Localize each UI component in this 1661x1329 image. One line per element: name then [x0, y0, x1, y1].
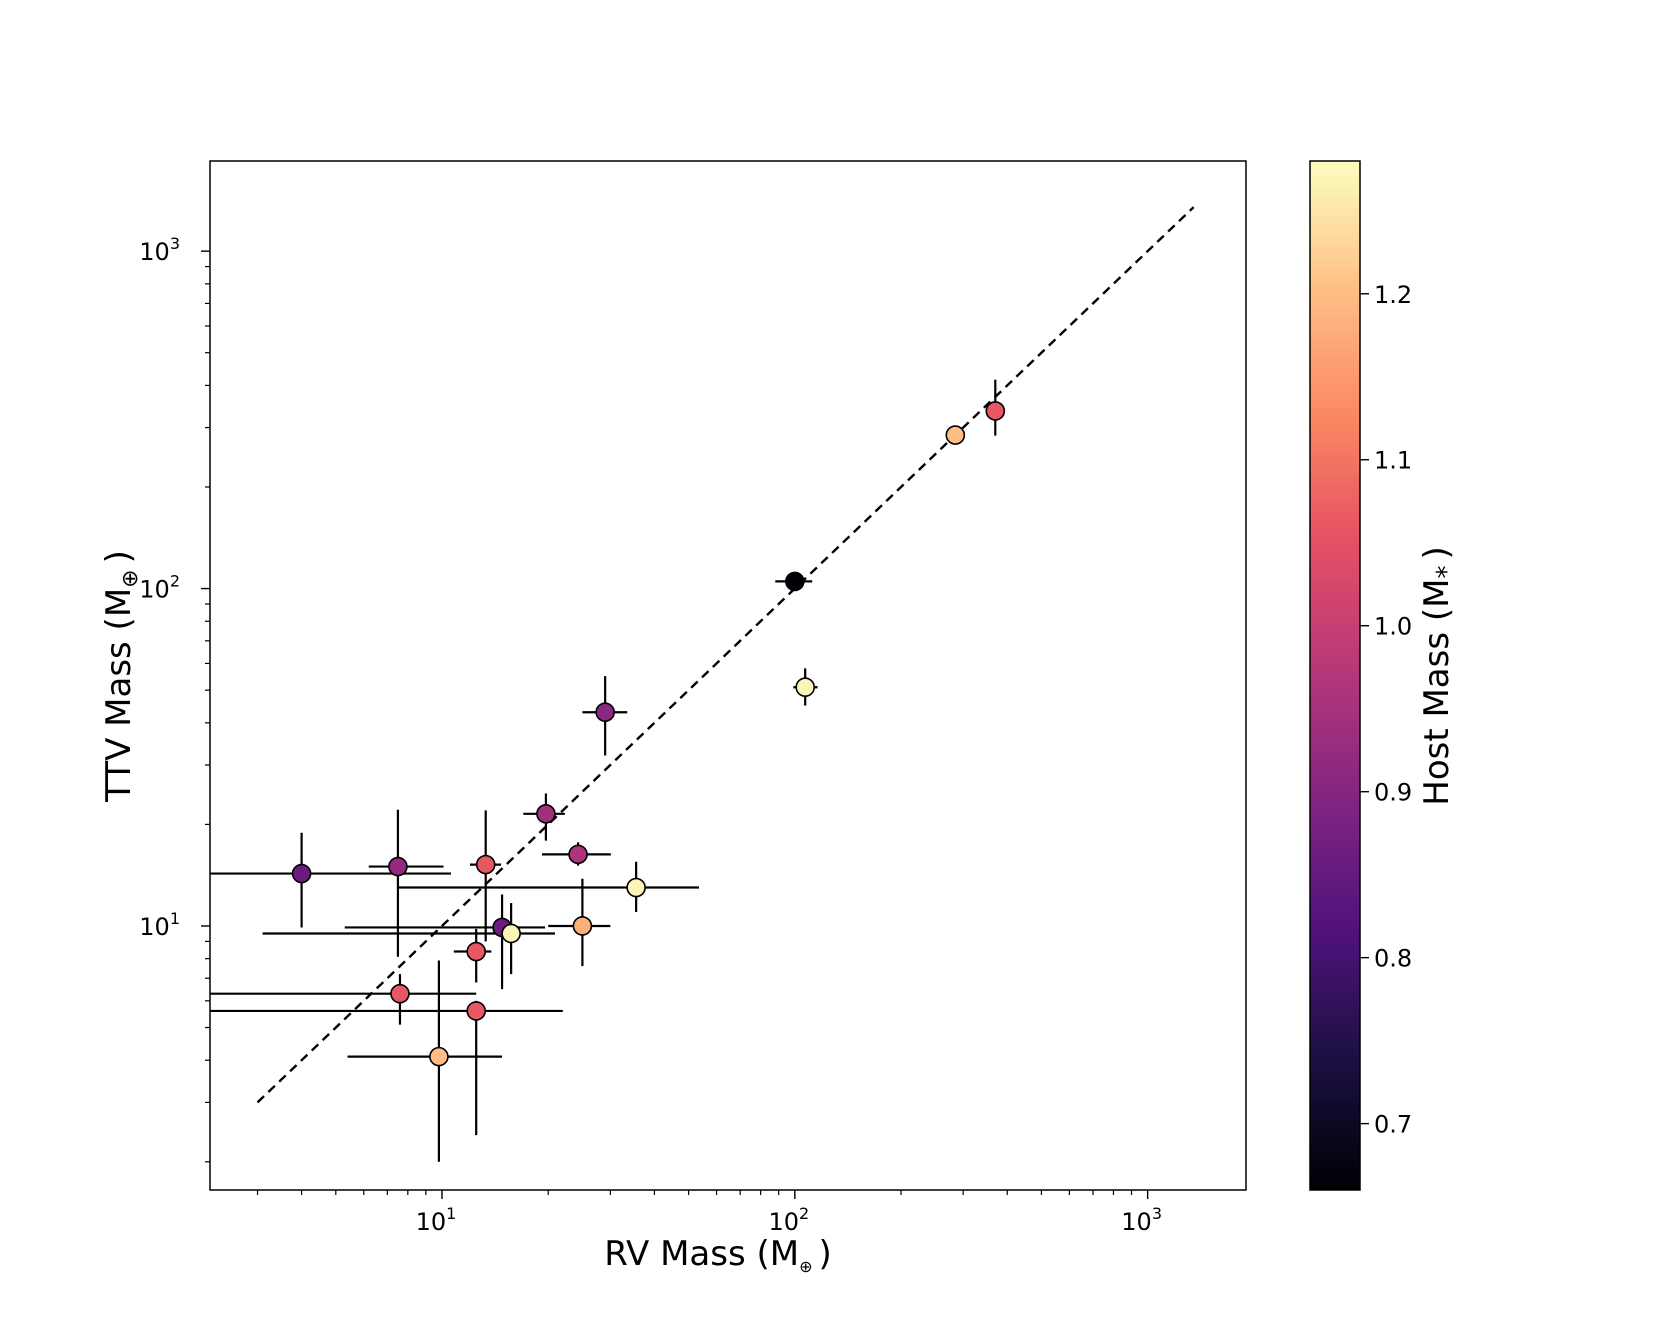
data-point — [945, 425, 966, 445]
data-point — [466, 1001, 486, 1021]
y-tick-label: 102 — [139, 572, 180, 604]
y-axis-label: TTV Mass (M⊕) — [99, 550, 143, 803]
data-point — [785, 571, 805, 592]
data-point — [572, 916, 593, 936]
colorbar-tick-label: 0.7 — [1374, 1111, 1412, 1139]
y-tick-label: 101 — [139, 909, 180, 941]
data-point — [795, 677, 815, 698]
data-point — [388, 856, 408, 877]
colorbar-tick-label: 1.0 — [1374, 613, 1412, 641]
colorbar-tick-label: 1.2 — [1374, 281, 1412, 309]
data-point — [390, 983, 410, 1004]
x-tick-label: 103 — [1121, 1204, 1162, 1236]
x-axis-label: RV Mass (M⊕) — [604, 1234, 832, 1276]
colorbar — [1309, 160, 1361, 1191]
x-axis-ticks: 101 102 103 — [256, 1190, 1162, 1236]
data-point — [466, 941, 486, 962]
data-point — [536, 804, 556, 824]
x-tick-label: 102 — [768, 1204, 809, 1236]
y-axis-ticks: 101 102 103 — [139, 234, 210, 1163]
one-to-one-line — [256, 206, 1195, 1104]
data-points — [291, 401, 1006, 1067]
colorbar-tick-label: 0.9 — [1374, 779, 1412, 807]
colorbar-ticks: 0.7 0.8 0.9 1.0 1.1 1.2 — [1360, 281, 1412, 1139]
data-point — [985, 401, 1006, 421]
y-tick-label: 103 — [139, 234, 180, 266]
colorbar-tick-label: 1.1 — [1374, 447, 1412, 475]
plot-area — [209, 160, 1247, 1191]
error-bars — [210, 379, 997, 1162]
data-point — [475, 854, 496, 875]
data-point — [429, 1046, 449, 1067]
data-point — [595, 702, 615, 723]
data-point — [501, 923, 521, 944]
data-point — [626, 877, 646, 898]
x-tick-label: 101 — [416, 1204, 457, 1236]
colorbar-tick-label: 0.8 — [1374, 945, 1412, 973]
data-point — [568, 844, 588, 865]
colorbar-label: Host Mass (M*) — [1417, 546, 1462, 806]
data-point — [291, 863, 312, 884]
